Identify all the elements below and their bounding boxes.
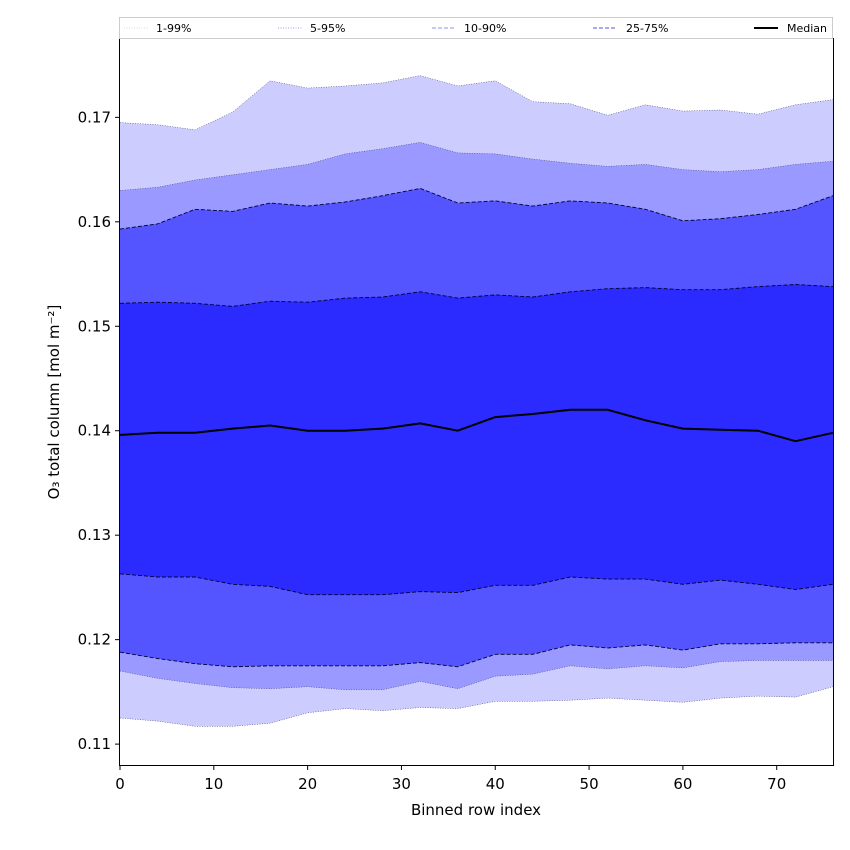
y-tick-label: 0.12 — [78, 631, 111, 649]
y-tick-label: 0.16 — [78, 213, 111, 231]
band-10-90-upper-edge — [119, 187, 834, 230]
x-tick-label: 60 — [673, 775, 692, 793]
band-5-95-lower-edge — [119, 660, 833, 691]
band-1-99-upper-edge — [119, 75, 834, 131]
y-axis-label: O₃ total column [mol m⁻²] — [45, 305, 63, 500]
band-25-75-area — [120, 284, 833, 595]
x-tick-label: 0 — [115, 775, 125, 793]
band-1-99-lower-edge — [119, 686, 834, 727]
x-tick-label: 70 — [767, 775, 786, 793]
legend-label: Median — [787, 22, 827, 35]
legend-label: 5-95% — [310, 22, 345, 35]
x-axis-label: Binned row index — [411, 801, 541, 819]
percentile-bands — [119, 75, 834, 727]
legend-box — [119, 17, 833, 39]
band-5-95-upper-edge — [119, 142, 834, 191]
x-axis: 0 10 20 30 40 50 60 70 — [115, 765, 786, 793]
x-tick-label: 30 — [392, 775, 411, 793]
x-tick-label: 40 — [486, 775, 505, 793]
y-axis: 0.11 0.12 0.13 0.14 0.15 0.16 0.17 — [78, 108, 120, 753]
legend-label: 10-90% — [464, 22, 506, 35]
x-tick-label: 10 — [204, 775, 223, 793]
median-line — [119, 408, 834, 443]
band-25-75-upper-edge — [119, 284, 834, 307]
legend-label: 1-99% — [156, 22, 191, 35]
x-tick-label: 50 — [580, 775, 599, 793]
x-tick-label: 20 — [298, 775, 317, 793]
legend: 1-99% 5-95% 10-90% 25-75% Median — [119, 17, 833, 39]
y-tick-label: 0.15 — [78, 317, 111, 335]
y-tick-label: 0.13 — [78, 526, 111, 544]
legend-label: 25-75% — [626, 22, 668, 35]
y-tick-label: 0.14 — [78, 422, 111, 440]
median-line-group — [119, 408, 834, 443]
y-tick-label: 0.17 — [78, 108, 111, 126]
y-tick-label: 0.11 — [78, 735, 111, 753]
